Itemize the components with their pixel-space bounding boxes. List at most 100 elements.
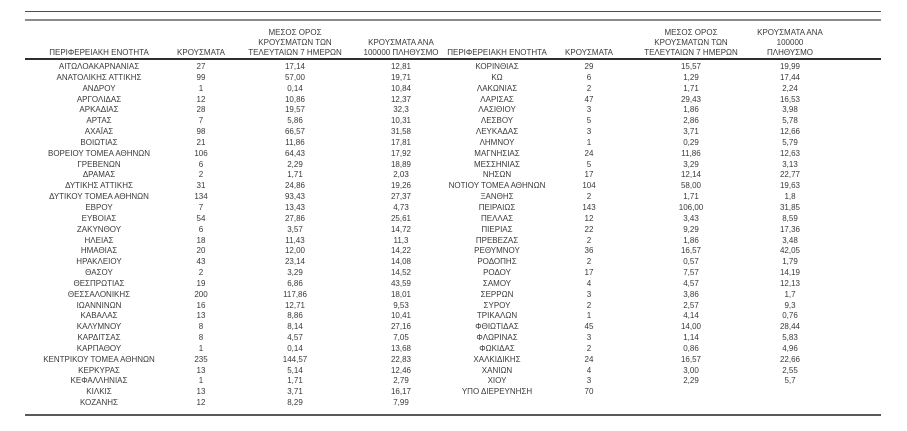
avg7-cell: 3,00 (683, 365, 699, 375)
cases-cell: 28 (196, 105, 206, 115)
region-cell: ΝΟΤΙΟΥ ΤΟΜΕΑ ΑΘΗΝΩΝ (448, 181, 546, 191)
region-cell: ΗΜΑΘΙΑΣ (80, 246, 118, 256)
cases-cell: 1 (198, 376, 204, 386)
per100k-cell: 12,66 (779, 127, 801, 137)
per100k-cell: 13,68 (390, 343, 412, 353)
region-cell: ΞΑΝΘΗΣ (480, 192, 514, 202)
table-row: ΔΥΤΙΚΗΣ ΑΤΤΙΚΗΣ 31 24,86 19,26 (25, 181, 441, 192)
avg7-cell (627, 387, 755, 398)
cases-cell: 13 (196, 387, 206, 397)
cases-cell: 6 (586, 72, 592, 82)
per100k-cell: 12,46 (390, 365, 412, 375)
avg7-cell: 144,57 (282, 354, 308, 364)
table-row: ΑΝΑΤΟΛΙΚΗΣ ΑΤΤΙΚΗΣ 99 57,00 19,71 (25, 73, 441, 84)
per100k-cell: 12,63 (779, 148, 801, 158)
region-cell: ΔΥΤΙΚΟΥ ΤΟΜΕΑ ΑΘΗΝΩΝ (49, 192, 149, 202)
table-row: ΠΙΕΡΙΑΣ 22 9,29 17,36 (443, 225, 825, 236)
per100k-cell: 14,22 (390, 246, 412, 256)
per100k-cell: 3,98 (782, 105, 798, 115)
cases-cell: 1 (586, 311, 592, 321)
table-row: ΚΕΡΚΥΡΑΣ 13 5,14 12,46 (25, 366, 441, 377)
cases-cell: 3 (586, 333, 592, 343)
region-cell: ΑΧΑΪΑΣ (84, 127, 114, 137)
avg7-cell: 0,14 (287, 343, 303, 353)
region-cell: ΡΕΘΥΜΝΟΥ (474, 246, 520, 256)
per100k-cell: 12,81 (390, 62, 412, 71)
avg7-cell: 9,29 (683, 224, 699, 234)
column-header-per100k: ΚΡΟΥΣΜΑΤΑ ΑΝΑ 100000 ΠΛΗΘΥΣΜΟ (757, 28, 823, 57)
region-cell: ΠΡΕΒΕΖΑΣ (475, 235, 519, 245)
table-row: ΠΕΙΡΑΙΩΣ 143 106,00 31,85 (443, 203, 825, 214)
cases-cell: 18 (196, 235, 206, 245)
table-row: ΔΡΑΜΑΣ 2 1,71 2,03 (25, 170, 441, 181)
avg7-cell: 64,43 (284, 148, 306, 158)
table-row: ΒΟΡΕΙΟΥ ΤΟΜΕΑ ΑΘΗΝΩΝ 106 64,43 17,92 (25, 149, 441, 160)
table-row: ΚΑΡΔΙΤΣΑΣ 8 4,57 7,05 (25, 333, 441, 344)
region-cell: ΔΡΑΜΑΣ (82, 170, 116, 180)
cases-cell: 99 (196, 72, 206, 82)
table-row: ΛΕΥΚΑΔΑΣ 3 3,71 12,66 (443, 127, 825, 138)
cases-cell: 54 (196, 213, 206, 223)
table-row: ΧΑΝΙΩΝ 4 3,00 2,55 (443, 366, 825, 377)
table-row: ΑΡΤΑΣ 7 5,86 10,31 (25, 116, 441, 127)
cases-cell: 13 (196, 365, 206, 375)
table-row: ΙΩΑΝΝΙΝΩΝ 16 12,71 9,53 (25, 301, 441, 312)
per100k-cell: 18,89 (390, 159, 412, 169)
avg7-cell: 2,29 (287, 159, 303, 169)
per100k-cell: 17,92 (390, 148, 412, 158)
table-row: ΓΡΕΒΕΝΩΝ 6 2,29 18,89 (25, 160, 441, 171)
region-cell: ΡΟΔΟΥ (483, 268, 511, 278)
table-row: ΘΑΣΟΥ 2 3,29 14,52 (25, 268, 441, 279)
region-cell: ΝΗΣΩΝ (482, 170, 512, 180)
cases-cell: 1 (198, 83, 204, 93)
per100k-cell: 14,72 (390, 224, 412, 234)
per100k-cell: 7,99 (393, 398, 409, 408)
avg7-cell: 1,29 (683, 72, 699, 82)
per100k-cell: 9,3 (784, 300, 796, 310)
top-rule-thick (25, 19, 881, 21)
table-row: ΛΑΣΙΘΙΟΥ 3 1,86 3,98 (443, 105, 825, 116)
region-cell: ΛΕΥΚΑΔΑΣ (475, 127, 519, 137)
table-row: ΖΑΚΥΝΘΟΥ 6 3,57 14,72 (25, 225, 441, 236)
region-cell: ΛΗΜΝΟΥ (479, 137, 515, 147)
cases-cell: 43 (196, 257, 206, 267)
region-cell: ΓΡΕΒΕΝΩΝ (77, 159, 121, 169)
cases-cell: 27 (196, 62, 206, 71)
region-cell: ΜΑΓΝΗΣΙΑΣ (474, 148, 520, 158)
avg7-cell: 4,57 (683, 278, 699, 288)
per100k-cell: 11,3 (393, 235, 409, 245)
region-cell: ΚΟΡΙΝΘΙΑΣ (475, 62, 519, 71)
avg7-cell: 24,86 (284, 181, 306, 191)
cases-cell: 70 (584, 387, 594, 397)
avg7-cell: 57,00 (284, 72, 306, 82)
table-row: ΑΙΤΩΛΟΑΚΑΡΝΑΝΙΑΣ 27 17,14 12,81 (25, 62, 441, 73)
avg7-cell: 0,29 (683, 137, 699, 147)
cases-cell: 5 (586, 116, 592, 126)
per100k-cell: 17,36 (779, 224, 801, 234)
table-row: ΑΡΚΑΔΙΑΣ 28 19,57 32,3 (25, 105, 441, 116)
cases-cell: 17 (584, 268, 594, 278)
region-cell: ΛΑΣΙΘΙΟΥ (478, 105, 516, 115)
table-row: ΕΒΡΟΥ 7 13,43 4,73 (25, 203, 441, 214)
avg7-cell: 5,14 (287, 365, 303, 375)
table-row: ΑΡΓΟΛΙΔΑΣ 12 10,86 12,37 (25, 95, 441, 106)
per100k-cell: 12,37 (390, 94, 412, 104)
avg7-cell: 8,14 (287, 322, 303, 332)
cases-cell: 7 (198, 202, 204, 212)
region-cell: ΔΥΤΙΚΗΣ ΑΤΤΙΚΗΣ (65, 181, 133, 191)
cases-cell: 2 (198, 268, 204, 278)
cases-cell: 12 (196, 398, 206, 408)
cases-cell: 7 (198, 116, 204, 126)
region-cell: ΣΕΡΡΩΝ (480, 289, 514, 299)
avg7-cell: 4,57 (287, 333, 303, 343)
region-cell: ΚΕΦΑΛΛΗΝΙΑΣ (70, 376, 128, 386)
table-row: ΚΟΡΙΝΘΙΑΣ 29 15,57 19,99 (443, 62, 825, 73)
per100k-cell: 10,84 (390, 83, 412, 93)
table-row: ΦΩΚΙΔΑΣ 2 0,86 4,96 (443, 344, 825, 355)
cases-cell: 3 (586, 105, 592, 115)
avg7-cell: 11,86 (285, 137, 305, 147)
cases-cell: 134 (194, 192, 208, 202)
region-cell: ΗΛΕΙΑΣ (84, 235, 114, 245)
avg7-cell: 3,29 (287, 268, 303, 278)
column-header-avg7: ΜΕΣΟΣ ΟΡΟΣ ΚΡΟΥΣΜΑΤΩΝ ΤΩΝ ΤΕΛΕΥΤΑΙΩΝ 7 Η… (644, 28, 738, 57)
